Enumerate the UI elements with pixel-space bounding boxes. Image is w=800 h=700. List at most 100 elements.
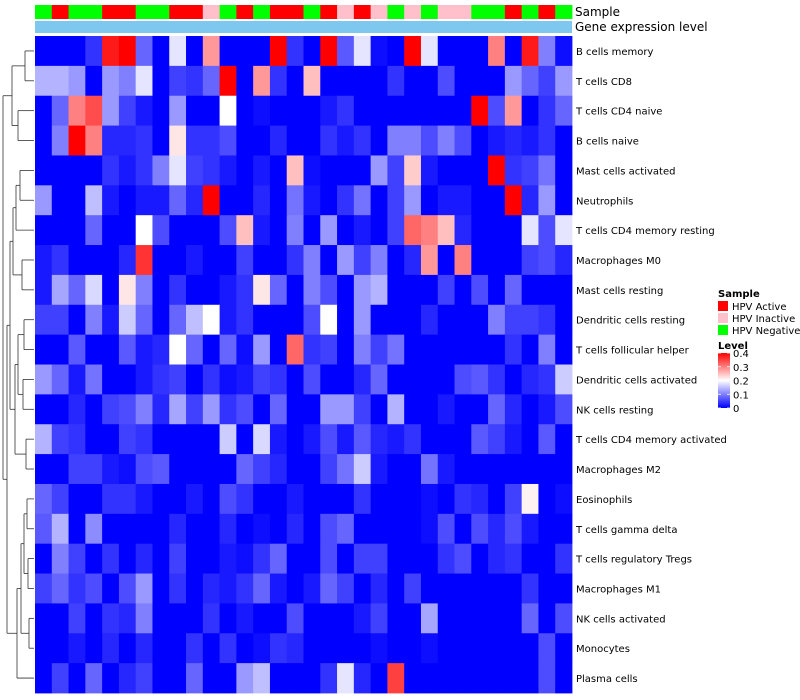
heatmap-cell (253, 215, 271, 246)
heatmap-cell (370, 304, 388, 336)
heatmap-cell (370, 36, 388, 67)
heatmap-cell (555, 513, 573, 545)
heatmap-cell (219, 185, 237, 216)
heatmap-cell (471, 483, 489, 515)
heatmap-cell (471, 185, 489, 216)
heatmap-cell (488, 334, 506, 365)
level-legend-title: Level (718, 341, 748, 352)
heatmap-cell (437, 424, 455, 455)
heatmap-cell (320, 274, 338, 306)
heatmap-cell (169, 215, 187, 246)
heatmap-cell (236, 424, 254, 455)
heatmap-cell (286, 304, 304, 336)
heatmap-cell (555, 543, 573, 574)
heatmap-cell (437, 155, 455, 186)
heatmap-cell (102, 95, 120, 126)
heatmap-cell (320, 304, 338, 336)
heatmap-cell (135, 95, 153, 126)
heatmap-cell (186, 65, 204, 97)
heatmap-cell (404, 424, 422, 455)
heatmap-cell (504, 663, 523, 694)
heatmap-cell (387, 424, 405, 455)
heatmap-cell (303, 394, 321, 425)
heatmap-cell (337, 483, 355, 515)
heatmap-cell (102, 633, 120, 664)
heatmap-cell (454, 633, 472, 664)
heatmap-cell (219, 394, 237, 425)
heatmap-cell (320, 633, 338, 664)
heatmap-cell (152, 424, 170, 455)
heatmap-cell (437, 215, 455, 246)
heatmap-cell (404, 513, 422, 545)
heatmap-cell (51, 633, 69, 664)
heatmap-cell (337, 663, 355, 694)
heatmap-cell (538, 663, 556, 694)
heatmap-cell (488, 65, 506, 97)
heatmap-cell (118, 125, 137, 156)
heatmap-cell (488, 155, 506, 186)
heatmap-cell (186, 274, 204, 306)
sample-annotation-cell (504, 5, 523, 19)
heatmap-cell (236, 155, 254, 186)
heatmap-cell (186, 603, 204, 634)
heatmap-cell (253, 364, 271, 395)
heatmap-cell (337, 424, 355, 455)
heatmap-cell (488, 454, 506, 485)
heatmap-cell (35, 245, 53, 276)
heatmap-cell (118, 155, 137, 186)
heatmap-cell (471, 633, 489, 664)
heatmap-cell (555, 95, 573, 126)
heatmap-cell (420, 304, 439, 336)
heatmap-cell (555, 663, 573, 694)
heatmap-cell (404, 483, 422, 515)
heatmap-cell (169, 155, 187, 186)
heatmap-cell (555, 274, 573, 306)
heatmap-cell (102, 573, 120, 604)
heatmap-cell (85, 424, 103, 455)
heatmap-cell (504, 274, 523, 306)
row-label: Macrophages M0 (576, 256, 661, 267)
heatmap-cell (437, 304, 455, 336)
heatmap-cell (521, 633, 539, 664)
heatmap-cell (353, 95, 372, 126)
heatmap-cell (555, 304, 573, 336)
heatmap-cell (202, 663, 220, 694)
heatmap-cell (85, 245, 103, 276)
sample-annotation-cell (68, 5, 86, 19)
heatmap-cell (202, 215, 220, 246)
heatmap-cell (169, 633, 187, 664)
heatmap-cell (68, 364, 86, 395)
heatmap-cell (152, 125, 170, 156)
heatmap-cell (152, 603, 170, 634)
heatmap-cell (504, 65, 523, 97)
heatmap-cell (202, 603, 220, 634)
heatmap-cell (437, 245, 455, 276)
heatmap-cell (186, 155, 204, 186)
row-label: Monocytes (576, 644, 630, 655)
heatmap-cell (555, 424, 573, 455)
heatmap-cell (269, 573, 288, 604)
heatmap-cell (236, 304, 254, 336)
heatmap-cell (488, 185, 506, 216)
heatmap-cell (286, 245, 304, 276)
heatmap-cell (370, 663, 388, 694)
heatmap-cell (269, 95, 288, 126)
heatmap-cell (68, 155, 86, 186)
heatmap-cell (303, 95, 321, 126)
heatmap-cell (303, 36, 321, 67)
heatmap-cell (253, 155, 271, 186)
heatmap-cell (35, 274, 53, 306)
heatmap-cell (454, 155, 472, 186)
heatmap-cell (337, 36, 355, 67)
heatmap-cell (387, 274, 405, 306)
heatmap-cell (35, 334, 53, 365)
heatmap-cell (488, 603, 506, 634)
heatmap-cell (118, 573, 137, 604)
heatmap-cell (337, 304, 355, 336)
heatmap-cell (370, 543, 388, 574)
heatmap-cell (102, 543, 120, 574)
heatmap-cell (118, 513, 137, 545)
heatmap-cell (387, 543, 405, 574)
heatmap-cell (135, 573, 153, 604)
heatmap-cell (337, 95, 355, 126)
